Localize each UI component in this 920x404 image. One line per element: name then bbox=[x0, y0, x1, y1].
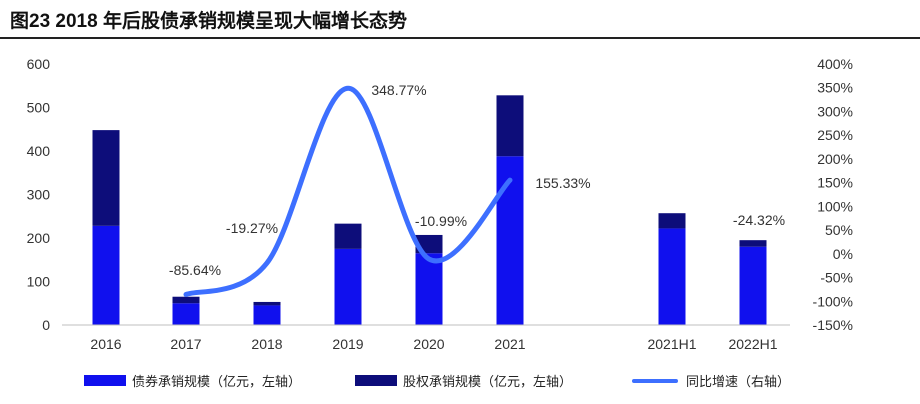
left-tick-label: 200 bbox=[27, 230, 51, 246]
x-tick-label: 2016 bbox=[90, 336, 121, 352]
title-rule bbox=[0, 37, 920, 39]
x-tick-label: 2018 bbox=[251, 336, 282, 352]
left-tick-label: 300 bbox=[27, 187, 51, 203]
x-tick-label: 2021 bbox=[494, 336, 525, 352]
figure-title: 图23 2018 年后股债承销规模呈现大幅增长态势 bbox=[10, 11, 407, 32]
right-tick-label: 100% bbox=[817, 198, 853, 214]
legend-label-bond: 债券承销规模（亿元，左轴） bbox=[132, 374, 302, 389]
legend-label-growth: 同比增速（右轴） bbox=[686, 374, 791, 389]
growth-data-label: -19.27% bbox=[226, 220, 278, 236]
growth-data-label: -24.32% bbox=[733, 212, 785, 228]
bar-bond bbox=[739, 246, 767, 325]
bar-equity bbox=[739, 240, 767, 247]
left-tick-label: 0 bbox=[42, 317, 50, 333]
bar-equity bbox=[658, 213, 686, 229]
legend-label-equity: 股权承销规模（亿元，左轴） bbox=[403, 374, 573, 389]
bar-equity bbox=[172, 296, 200, 304]
bar-equity bbox=[92, 130, 120, 226]
left-tick-label: 600 bbox=[27, 56, 51, 72]
legend-swatch-equity bbox=[355, 375, 397, 386]
data-labels: -85.64% -19.27% 348.77% -10.99% 155.33% -24.3… bbox=[169, 82, 785, 278]
growth-data-label: -85.64% bbox=[169, 262, 221, 278]
x-tick-label: 2021H1 bbox=[647, 336, 696, 352]
growth-data-label: 155.33% bbox=[535, 175, 590, 191]
legend-item-growth: 同比增速（右轴） bbox=[632, 371, 790, 390]
right-tick-label: 350% bbox=[817, 80, 853, 96]
right-tick-label: 300% bbox=[817, 103, 853, 119]
bar-bond bbox=[334, 248, 362, 325]
legend-swatch-bond bbox=[84, 375, 126, 386]
x-tick-label: 2017 bbox=[170, 336, 201, 352]
left-tick-label: 400 bbox=[27, 143, 51, 159]
left-tick-label: 500 bbox=[27, 100, 51, 116]
growth-data-label: 348.77% bbox=[371, 82, 426, 98]
right-tick-label: 250% bbox=[817, 127, 853, 143]
x-tick-label: 2020 bbox=[413, 336, 444, 352]
bar-bond bbox=[253, 305, 281, 325]
x-axis-ticks: 2016 2017 2018 2019 2020 2021 2021H1 2022H1 bbox=[90, 336, 777, 352]
chart-canvas: 0 100 200 300 400 500 600 -150% -100% -50% 0% 50% 1… bbox=[27, 56, 853, 352]
legend-item-bond: 债券承销规模（亿元，左轴） bbox=[84, 371, 301, 390]
right-axis: -150% -100% -50% 0% 50% 100% 150% 200% 250% 300% 3… bbox=[813, 56, 853, 333]
right-tick-label: 50% bbox=[825, 222, 853, 238]
growth-data-label: -10.99% bbox=[415, 213, 467, 229]
bar-bond bbox=[172, 303, 200, 325]
bar-group bbox=[92, 95, 767, 325]
bar-bond bbox=[415, 253, 443, 325]
x-tick-label: 2022H1 bbox=[728, 336, 777, 352]
x-tick-label: 2019 bbox=[332, 336, 363, 352]
bar-equity bbox=[253, 301, 281, 306]
bar-bond bbox=[658, 228, 686, 325]
right-tick-label: 150% bbox=[817, 175, 853, 191]
bar-equity bbox=[334, 223, 362, 249]
bar-equity bbox=[496, 95, 524, 157]
right-tick-label: -50% bbox=[820, 270, 853, 286]
right-tick-label: -100% bbox=[813, 293, 853, 309]
bar-bond bbox=[92, 225, 120, 325]
bar-bond bbox=[496, 156, 524, 325]
left-axis: 0 100 200 300 400 500 600 bbox=[27, 56, 51, 333]
legend: 债券承销规模（亿元，左轴） 股权承销规模（亿元，左轴） 同比增速（右轴） bbox=[0, 371, 920, 393]
right-tick-label: 200% bbox=[817, 151, 853, 167]
right-tick-label: -150% bbox=[813, 317, 853, 333]
right-tick-label: 0% bbox=[833, 246, 853, 262]
legend-swatch-growth bbox=[632, 378, 678, 383]
right-tick-label: 400% bbox=[817, 56, 853, 72]
left-tick-label: 100 bbox=[27, 274, 51, 290]
growth-rate-line bbox=[183, 85, 513, 297]
legend-item-equity: 股权承销规模（亿元，左轴） bbox=[355, 371, 572, 390]
